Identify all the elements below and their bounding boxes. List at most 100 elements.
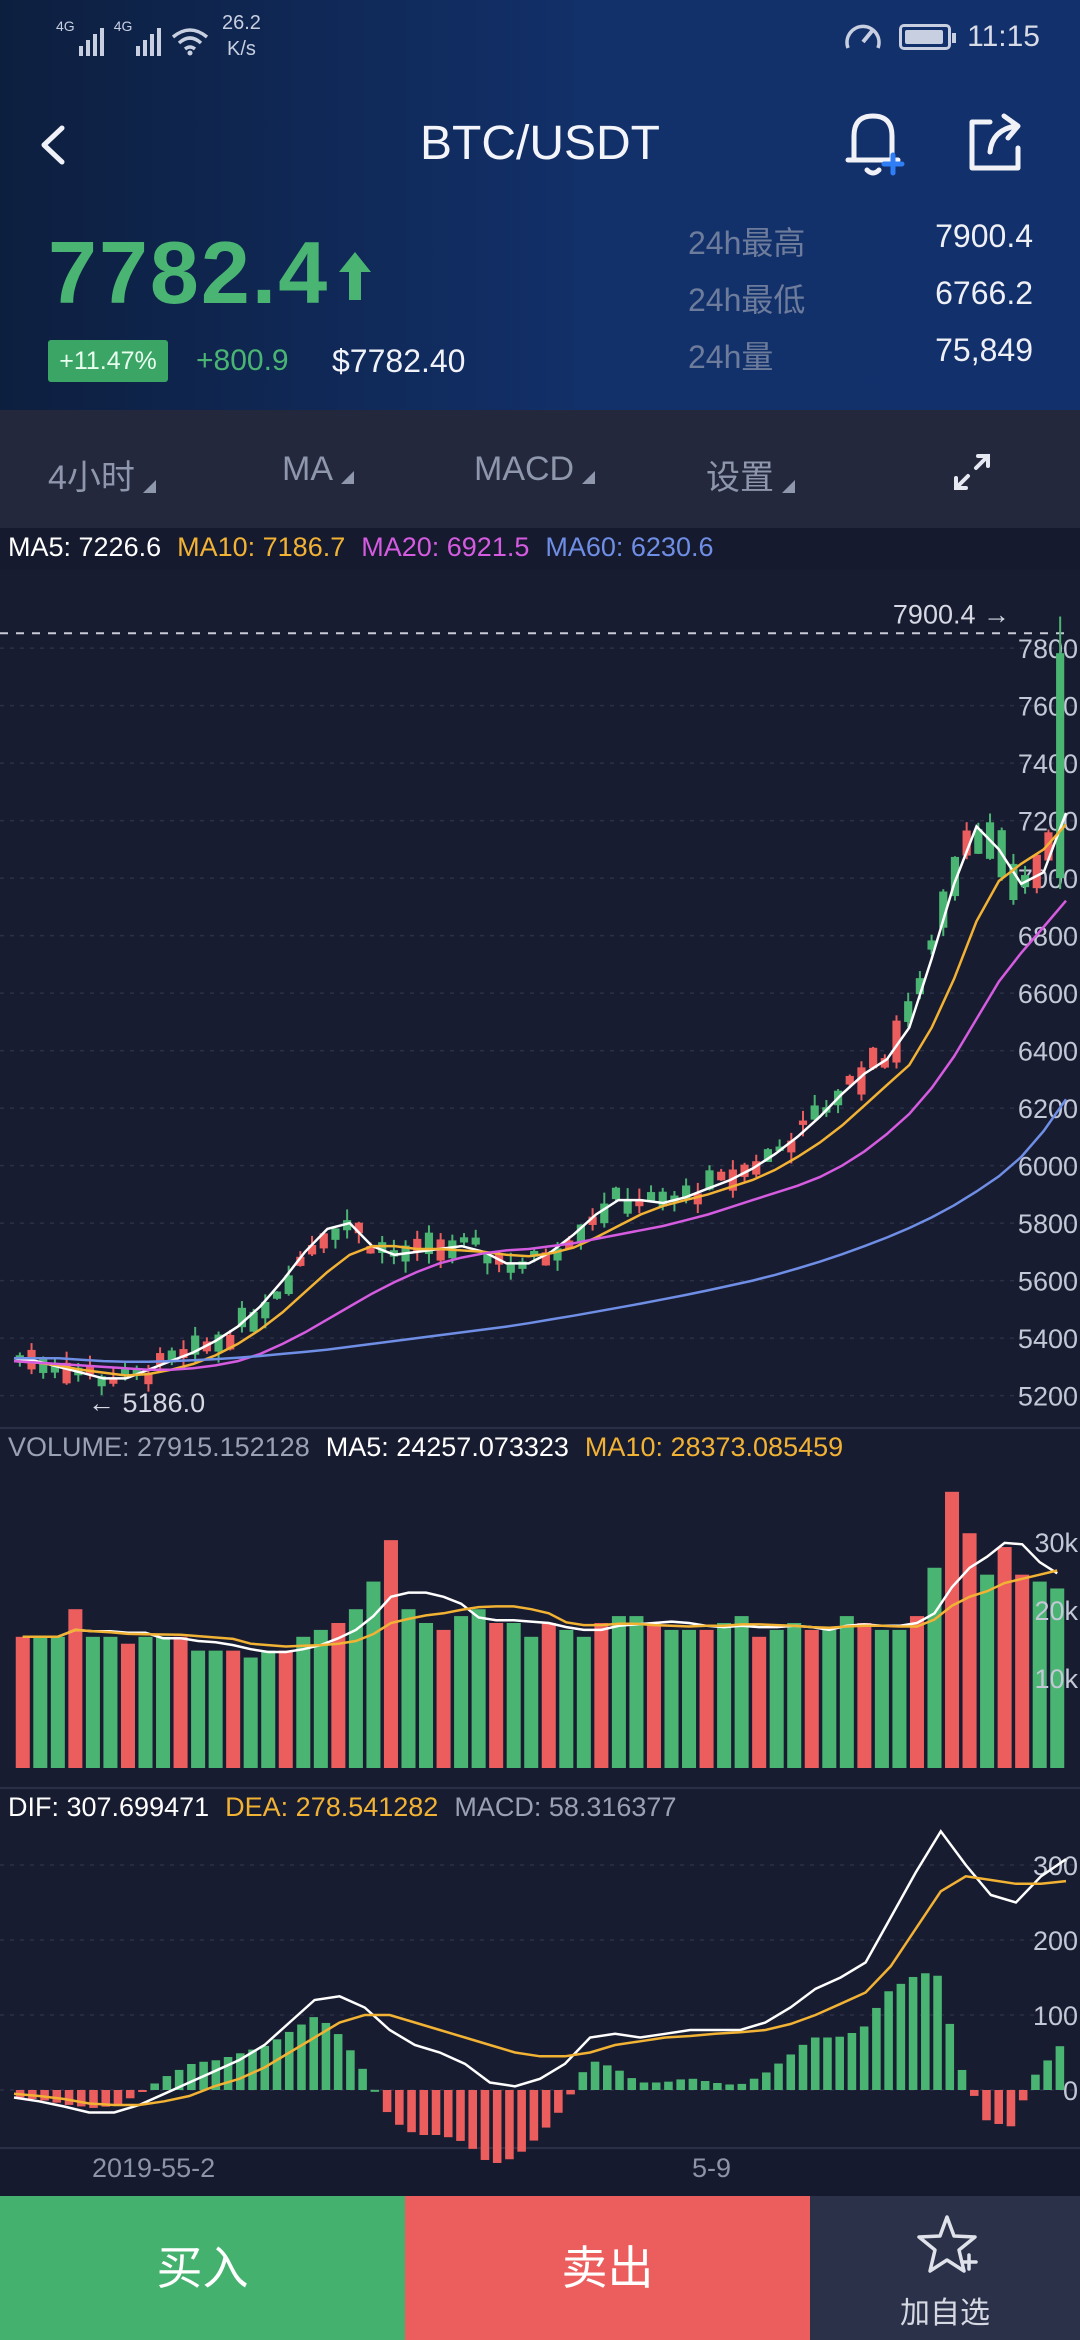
- current-price: 7782.4: [48, 223, 330, 322]
- price-tick-label: 7400: [1018, 749, 1078, 779]
- alert-bell-button[interactable]: [840, 106, 910, 182]
- candle-body: [378, 1242, 387, 1254]
- macd-bar: [578, 2072, 588, 2090]
- candle-body: [1032, 854, 1041, 889]
- volume-bar: [839, 1616, 854, 1768]
- macd-bar: [150, 2083, 159, 2090]
- stat-value: 6766.2: [935, 275, 1033, 311]
- volume-bar: [419, 1623, 434, 1768]
- volume-bar: [348, 1609, 363, 1768]
- volume-bar: [927, 1567, 942, 1768]
- macd-bar: [297, 2024, 306, 2090]
- macd-bar: [1043, 2060, 1052, 2090]
- buy-button[interactable]: 买入: [0, 2196, 405, 2340]
- volume-bar: [576, 1636, 591, 1768]
- back-button[interactable]: [30, 110, 90, 180]
- date-label-start: 2019-55-2: [92, 2153, 216, 2183]
- main-indicator-selector[interactable]: MA: [282, 450, 354, 489]
- network-type-2: 4G: [113, 18, 133, 34]
- arrow-up-icon: [339, 252, 371, 300]
- fullscreen-button[interactable]: [950, 450, 994, 494]
- macd-bar: [395, 2090, 404, 2125]
- share-button[interactable]: [960, 108, 1030, 178]
- macd-tick-label: 0: [1063, 2076, 1078, 2106]
- volume-bar: [401, 1609, 416, 1768]
- macd-bar: [370, 2089, 380, 2092]
- volume-bar: [945, 1491, 960, 1768]
- macd-bar: [40, 2090, 49, 2101]
- volume-bar: [682, 1629, 697, 1768]
- volume-bar: [594, 1623, 609, 1768]
- volume-bar: [769, 1629, 784, 1768]
- macd-bar: [492, 2090, 502, 2163]
- macd-bar: [908, 1976, 918, 2090]
- add-favorite-button[interactable]: 加自选: [810, 2196, 1080, 2340]
- macd-bar: [76, 2090, 86, 2107]
- settings-selector[interactable]: 设置: [706, 450, 795, 499]
- stat-value: 75,849: [935, 332, 1033, 368]
- macd-bar: [223, 2057, 233, 2090]
- volume-bar: [489, 1623, 504, 1768]
- volume-bar: [156, 1636, 171, 1768]
- dea-value: DEA: 278.541282: [225, 1792, 439, 1822]
- macd-bar: [957, 2069, 967, 2090]
- volume-bar: [734, 1616, 749, 1768]
- candle-body: [588, 1216, 597, 1225]
- stat-row-high: 24h最高 7900.4: [688, 218, 1033, 275]
- price-tick-label: 5600: [1018, 1267, 1078, 1297]
- volume-bar: [313, 1629, 328, 1768]
- macd-bar: [407, 2090, 416, 2133]
- candle-body: [705, 1170, 714, 1190]
- stat-label: 24h最低: [688, 282, 806, 318]
- stat-row-volume: 24h量 75,849: [688, 332, 1033, 389]
- header-background: [0, 0, 1080, 410]
- macd-bar: [162, 2076, 172, 2090]
- price-panel-bg: [0, 570, 1080, 1430]
- volume-bar: [366, 1581, 381, 1768]
- clock: 11:15: [967, 20, 1040, 53]
- candle-body: [97, 1376, 106, 1387]
- sub-indicator-selector[interactable]: MACD: [474, 450, 596, 489]
- speedometer-icon: [845, 24, 881, 49]
- battery-icon: [899, 24, 957, 50]
- candle-body: [1044, 832, 1053, 861]
- kline-chart[interactable]: 5200540056005800600062006400660068007000…: [0, 570, 1080, 2190]
- volume-bar: [120, 1643, 135, 1768]
- volume-bar: [1015, 1574, 1030, 1768]
- candle-body: [354, 1222, 363, 1234]
- volume-bar: [138, 1636, 153, 1768]
- interval-selector[interactable]: 4小时: [48, 450, 156, 499]
- macd-bar: [737, 2083, 747, 2090]
- candle-body: [343, 1220, 352, 1231]
- volume-bar: [646, 1623, 661, 1768]
- volume-bar: [541, 1623, 556, 1768]
- ma-legend: MA5: 7226.6 MA10: 7186.7 MA20: 6921.5 MA…: [8, 532, 713, 563]
- macd-bar: [823, 2037, 832, 2090]
- macd-bar: [713, 2082, 722, 2090]
- macd-bar: [236, 2053, 245, 2090]
- price-tick-label: 7800: [1018, 634, 1078, 664]
- macd-bar: [664, 2081, 673, 2090]
- macd-bar: [688, 2078, 698, 2090]
- low-marker-label: ← 5186.0: [88, 1388, 205, 1418]
- price-tick-label: 6400: [1018, 1037, 1078, 1067]
- candle-body: [635, 1199, 644, 1207]
- macd-bar: [982, 2090, 991, 2121]
- candle-body: [530, 1250, 539, 1257]
- usd-price: $7782.40: [332, 343, 466, 379]
- volume-bar: [296, 1636, 311, 1768]
- ma5-legend: MA5: 7226.6: [8, 532, 162, 562]
- candle-body: [576, 1224, 586, 1244]
- volume-bar: [68, 1609, 83, 1768]
- candle-body: [156, 1353, 165, 1365]
- network-indicators: 4G 4G: [56, 18, 209, 56]
- volume-tick-label: 20k: [1034, 1596, 1078, 1626]
- dif-line: [13, 1829, 1067, 2114]
- macd-bar: [872, 2007, 881, 2090]
- sell-button[interactable]: 卖出: [405, 2196, 810, 2340]
- macd-bar: [921, 1973, 930, 2090]
- candle-body: [272, 1291, 282, 1299]
- price-tick-label: 5400: [1018, 1324, 1078, 1354]
- volume-bar: [909, 1616, 924, 1768]
- macd-value: MACD: 58.316377: [454, 1792, 677, 1822]
